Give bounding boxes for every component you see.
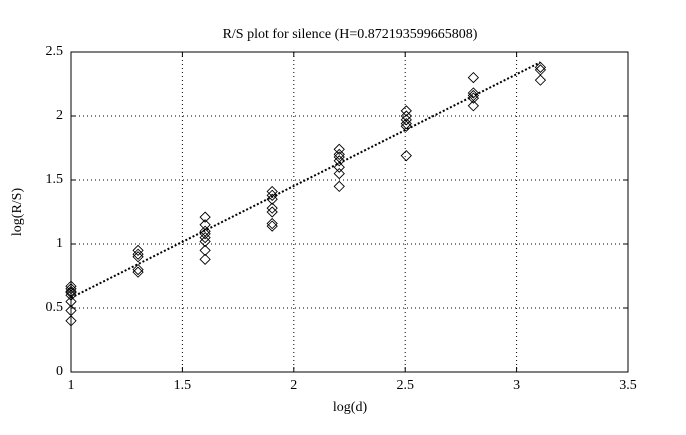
data-point [333,180,345,193]
data-point [266,189,278,201]
y-tick-label: 1.5 [46,172,64,187]
data-point [199,231,211,244]
x-tick-label: 1.5 [174,378,192,393]
data-point [199,244,211,257]
data-point [467,92,480,104]
data-point [199,211,211,223]
data-point [132,248,144,260]
x-tick-label: 3 [513,378,520,393]
data-point [266,220,278,232]
plot-frame [70,51,629,373]
data-point [467,71,480,84]
x-tick-label: 2.5 [396,378,414,393]
y-axis-label: log(R/S) [10,188,25,237]
data-point [400,150,412,162]
data-point [333,148,345,161]
data-point [400,114,412,126]
data-point [333,143,345,155]
data-point [467,87,480,99]
data-point [65,289,77,301]
data-point [132,244,144,257]
fit-line [70,61,541,299]
data-point [199,253,211,265]
y-tick-label: 0 [56,364,63,379]
y-tick-label: 0.5 [46,300,64,315]
data-point [199,228,211,240]
y-tick-label: 1 [56,236,63,251]
data-point [400,120,412,132]
data-point [65,315,77,327]
x-tick-label: 3.5 [619,378,637,393]
data-point [467,100,480,112]
chart-title: R/S plot for silence (H=0.87219359966580… [223,27,478,42]
x-tick-label: 2 [290,378,297,393]
y-tick-label: 2 [56,108,63,123]
data-point [199,235,211,248]
data-point [65,295,77,308]
data-point [132,251,144,263]
data-point [534,61,547,73]
data-point [266,202,278,214]
data-point [333,167,345,180]
data-point [400,105,412,117]
data-point [400,118,412,130]
data-point [65,283,77,295]
data-point [65,280,77,292]
y-tick-label: 2.5 [46,44,64,59]
x-tick-label: 1 [68,378,75,393]
data-point [199,219,211,231]
data-point [132,266,144,278]
data-point [534,74,547,86]
data-point [266,206,278,218]
data-point [333,155,345,167]
data-point [266,217,278,230]
data-point [132,263,144,276]
x-axis-label: log(d) [333,400,368,415]
